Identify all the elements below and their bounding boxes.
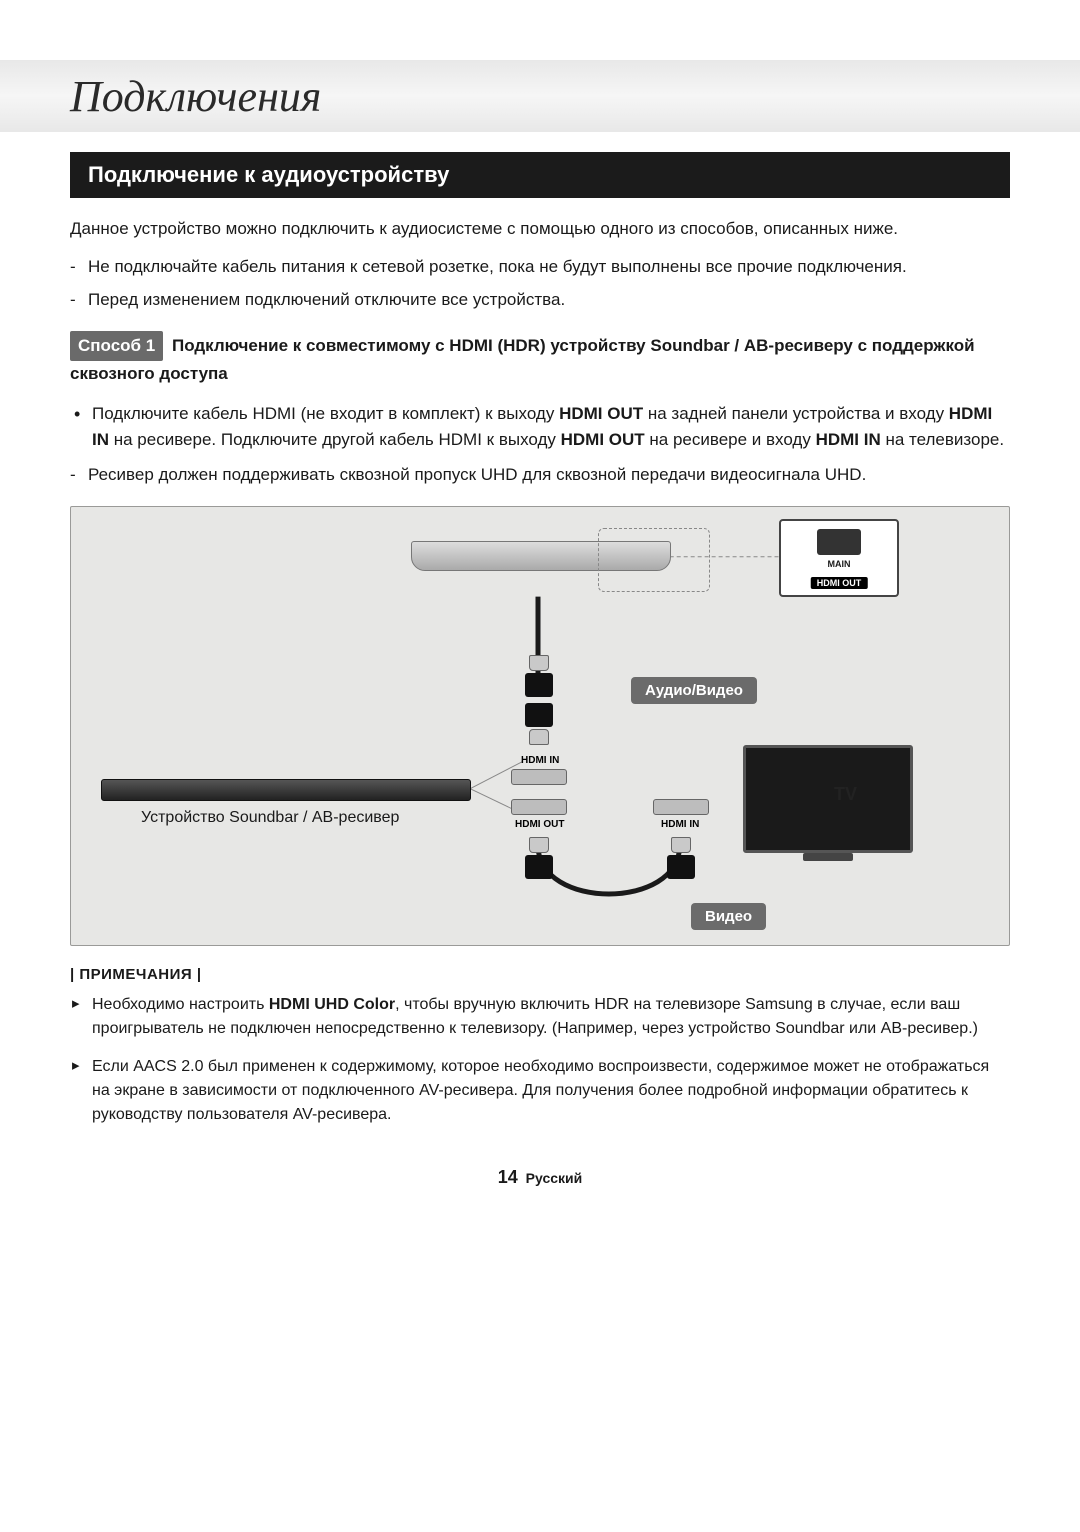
note-item: Необходимо настроить HDMI UHD Color, что…: [70, 993, 1010, 1041]
note-item: Если AACS 2.0 был применен к содержимому…: [70, 1055, 1010, 1127]
av-pill: Аудио/Видео: [631, 677, 757, 704]
port-label: HDMI OUT: [515, 819, 564, 830]
hdmi-port-icon: [511, 799, 567, 815]
hdmi-port-icon: [653, 799, 709, 815]
page-language: Русский: [526, 1170, 583, 1186]
page: Подключения Подключение к аудиоустройств…: [0, 0, 1080, 1228]
hdmi-plug-icon: [667, 837, 695, 879]
t: HDMI UHD Color: [269, 996, 395, 1013]
t: на задней панели устройства и входу: [643, 404, 949, 423]
zoom-out-label: HDMI OUT: [811, 577, 868, 589]
hdmi-port-icon: [817, 529, 861, 555]
page-number: 14: [498, 1167, 518, 1187]
precaution-item: Не подключайте кабель питания к сетевой …: [70, 254, 1010, 280]
header-band: Подключения: [0, 60, 1080, 132]
port-label: HDMI IN: [521, 755, 559, 766]
precaution-list: Не подключайте кабель питания к сетевой …: [70, 254, 1010, 313]
hdmi-port-icon: [511, 769, 567, 785]
t: Если AACS 2.0 был применен к содержимому…: [92, 1058, 989, 1123]
port-label: HDMI IN: [661, 819, 699, 830]
zoom-panel: MAIN HDMI OUT: [779, 519, 899, 597]
method-title: Подключение к совместимому с HDMI (HDR) …: [70, 336, 975, 383]
intro-text: Данное устройство можно подключить к ауд…: [70, 216, 1010, 242]
hdmi-plug-icon: [525, 837, 553, 879]
t: на телевизоре.: [881, 430, 1004, 449]
notes-list: Необходимо настроить HDMI UHD Color, что…: [70, 993, 1010, 1127]
notes-header: | ПРИМЕЧАНИЯ |: [70, 966, 1010, 983]
tv-label: TV: [834, 784, 857, 805]
t: HDMI OUT: [561, 430, 645, 449]
method-step: Подключите кабель HDMI (не входит в комп…: [70, 401, 1010, 452]
t: на ресивере. Подключите другой кабель HD…: [109, 430, 561, 449]
precaution-item: Перед изменением подключений отключите в…: [70, 287, 1010, 313]
video-pill: Видео: [691, 903, 766, 930]
soundbar-label: Устройство Soundbar / АВ-ресивер: [141, 809, 399, 827]
tv-stand: [803, 853, 853, 861]
method-steps: Подключите кабель HDMI (не входит в комп…: [70, 401, 1010, 452]
method-note: Ресивер должен поддерживать сквозной про…: [70, 462, 1010, 488]
t: Необходимо настроить: [92, 996, 269, 1013]
soundbar-device: [101, 779, 471, 801]
method-heading: Способ 1 Подключение к совместимому с HD…: [70, 331, 1010, 388]
t: на ресивере и входу: [645, 430, 816, 449]
zoom-main-label: MAIN: [828, 559, 851, 569]
tv-device: [743, 745, 913, 853]
page-footer: 14 Русский: [70, 1167, 1010, 1188]
method-notes: Ресивер должен поддерживать сквозной про…: [70, 462, 1010, 488]
t: HDMI OUT: [559, 404, 643, 423]
section-title-bar: Подключение к аудиоустройству: [70, 152, 1010, 198]
hdmi-plug-icon: [525, 703, 553, 745]
hdmi-plug-icon: [525, 655, 553, 697]
connection-diagram: MAIN HDMI OUT Аудио/Видео HDMI IN Устрой…: [70, 506, 1010, 946]
player-device: [411, 541, 671, 571]
t: HDMI IN: [816, 430, 881, 449]
method-badge: Способ 1: [70, 331, 163, 361]
chapter-title: Подключения: [70, 71, 321, 122]
t: Подключите кабель HDMI (не входит в комп…: [92, 404, 559, 423]
